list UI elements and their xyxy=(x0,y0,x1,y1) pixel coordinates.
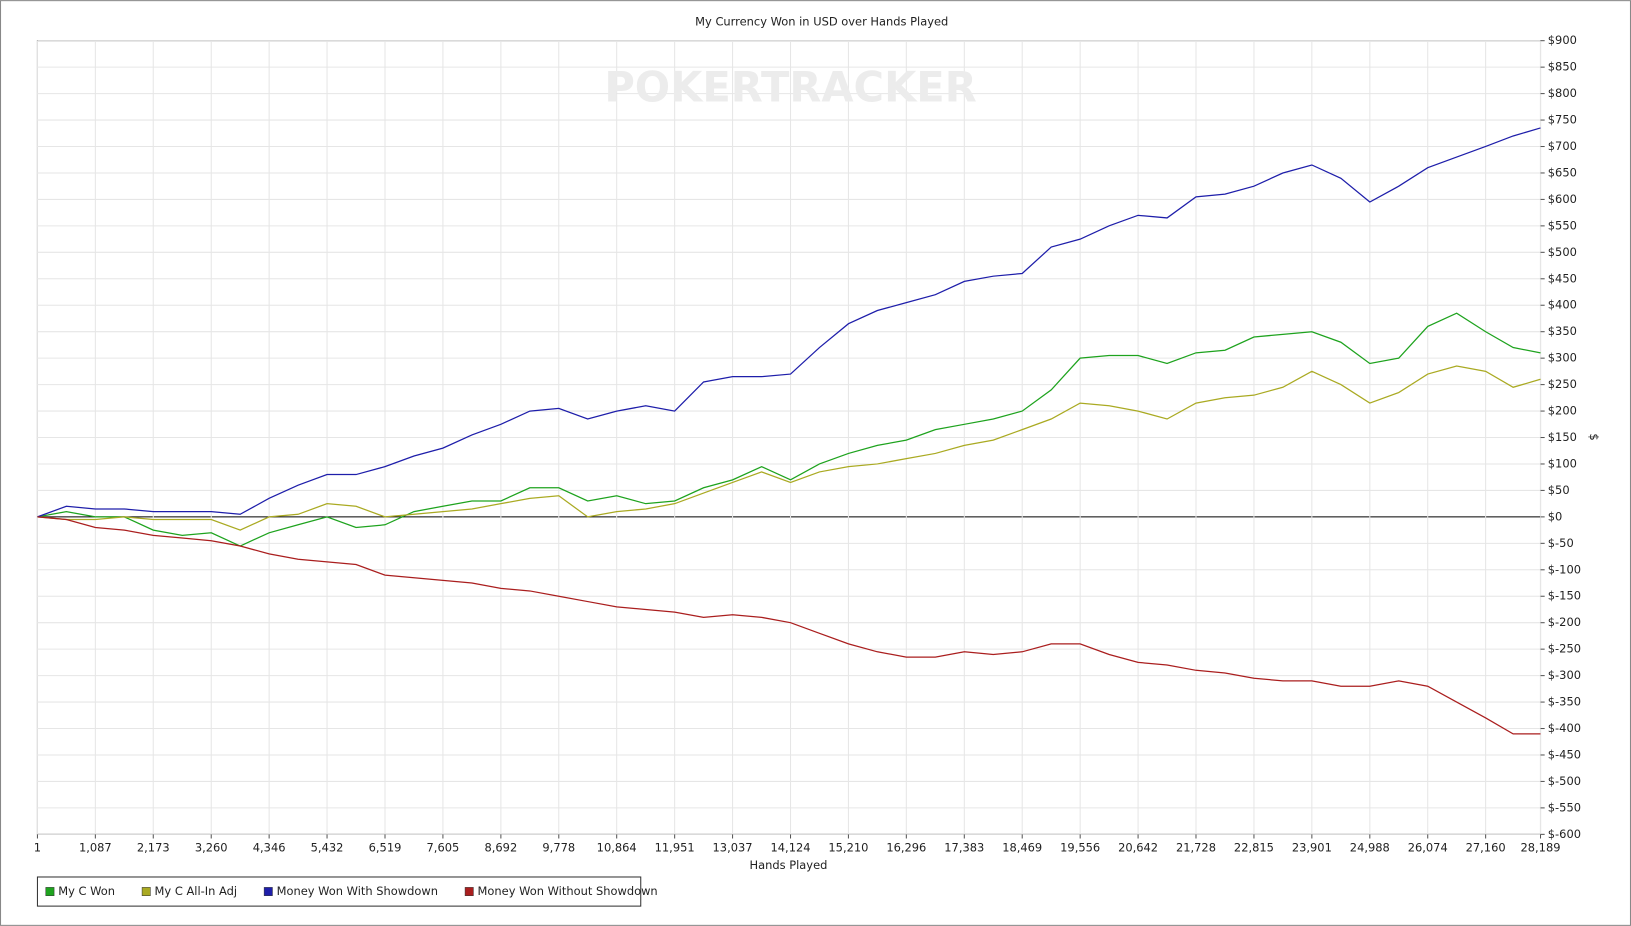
x-tick-label: 1,087 xyxy=(79,840,112,854)
legend-swatch xyxy=(45,887,55,896)
y-tick-label: $600 xyxy=(1548,192,1577,206)
y-tick-label: $-50 xyxy=(1548,536,1574,550)
x-tick-label: 14,124 xyxy=(771,840,811,854)
y-tick-label: $-100 xyxy=(1548,562,1581,576)
y-tick-label: $300 xyxy=(1548,351,1577,365)
y-tick-label: $400 xyxy=(1548,298,1577,312)
y-tick-label: $100 xyxy=(1548,456,1577,470)
y-tick-label: $450 xyxy=(1548,271,1577,285)
series-line xyxy=(37,365,1541,531)
x-tick-label: 1 xyxy=(34,840,41,854)
legend-label: Money Won Without Showdown xyxy=(478,884,658,898)
x-tick-label: 8,692 xyxy=(484,840,517,854)
y-tick-label: $200 xyxy=(1548,404,1577,418)
y-tick-label: $-450 xyxy=(1548,747,1581,761)
x-tick-label: 23,901 xyxy=(1292,840,1332,854)
x-tick-label: 9,778 xyxy=(542,840,575,854)
x-tick-label: 6,519 xyxy=(369,840,402,854)
x-tick-label: 24,988 xyxy=(1350,840,1390,854)
y-tick-label: $900 xyxy=(1548,33,1577,47)
series-line xyxy=(37,312,1541,547)
y-tick-label: $-350 xyxy=(1548,695,1581,709)
y-tick-label: $800 xyxy=(1548,86,1577,100)
y-tick-label: $-300 xyxy=(1548,668,1581,682)
x-tick-label: 16,296 xyxy=(886,840,926,854)
y-tick-label: $-250 xyxy=(1548,642,1581,656)
y-tick-label: $750 xyxy=(1548,113,1577,127)
y-tick-label: $-550 xyxy=(1548,800,1581,814)
x-tick-label: 5,432 xyxy=(311,840,344,854)
series-line xyxy=(37,127,1541,518)
x-tick-label: 18,469 xyxy=(1002,840,1042,854)
y-tick-label: $850 xyxy=(1548,60,1577,74)
y-tick-label: $-500 xyxy=(1548,774,1581,788)
y-tick-label: $250 xyxy=(1548,377,1577,391)
chart-title: My Currency Won in USD over Hands Played xyxy=(695,14,948,28)
watermark: POKERTRACKER xyxy=(604,63,976,112)
x-tick-label: 17,383 xyxy=(944,840,984,854)
legend-label: My C Won xyxy=(58,884,115,898)
x-tick-label: 28,189 xyxy=(1520,840,1560,854)
x-tick-label: 11,951 xyxy=(655,840,695,854)
y-tick-label: $550 xyxy=(1548,218,1577,232)
x-tick-label: 19,556 xyxy=(1060,840,1100,854)
legend-swatch xyxy=(141,887,151,896)
y-tick-label: $50 xyxy=(1548,483,1570,497)
y-tick-label: $500 xyxy=(1548,245,1577,259)
x-axis-label: Hands Played xyxy=(750,858,828,872)
x-tick-label: 13,037 xyxy=(713,840,753,854)
x-tick-label: 26,074 xyxy=(1408,840,1448,854)
legend-label: Money Won With Showdown xyxy=(277,884,438,898)
y-tick-label: $150 xyxy=(1548,430,1577,444)
series-line xyxy=(37,516,1541,735)
x-tick-label: 20,642 xyxy=(1118,840,1158,854)
legend-label: My C All-In Adj xyxy=(155,884,238,898)
x-tick-label: 22,815 xyxy=(1234,840,1274,854)
legend-swatch xyxy=(263,887,273,896)
x-tick-label: 2,173 xyxy=(137,840,170,854)
legend-box xyxy=(36,876,642,907)
y-tick-label: $650 xyxy=(1548,165,1577,179)
y-tick-label: $-200 xyxy=(1548,615,1581,629)
y-tick-label: $-400 xyxy=(1548,721,1581,735)
y-tick-label: $-150 xyxy=(1548,589,1581,603)
x-tick-label: 4,346 xyxy=(253,840,286,854)
x-tick-label: 15,210 xyxy=(828,840,868,854)
x-tick-label: 27,160 xyxy=(1466,840,1506,854)
legend-swatch xyxy=(464,887,474,896)
y-tick-label: $350 xyxy=(1548,324,1577,338)
x-tick-label: 10,864 xyxy=(597,840,637,854)
x-tick-label: 3,260 xyxy=(195,840,228,854)
y-tick-label: $700 xyxy=(1548,139,1577,153)
x-tick-label: 7,605 xyxy=(427,840,460,854)
y-axis-label: $ xyxy=(1587,433,1601,440)
x-tick-label: 21,728 xyxy=(1176,840,1216,854)
grid xyxy=(36,40,1542,835)
y-tick-label: $0 xyxy=(1548,509,1563,523)
y-tick-label: $-600 xyxy=(1548,827,1581,841)
